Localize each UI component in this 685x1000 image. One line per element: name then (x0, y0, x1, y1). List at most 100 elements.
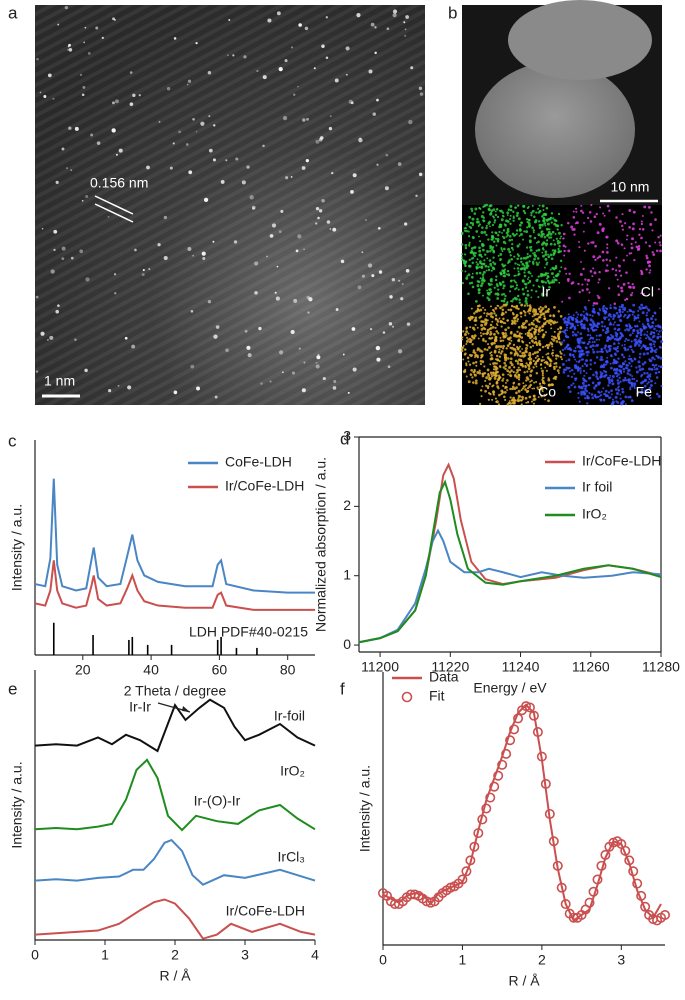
eds-dot (580, 336, 583, 340)
eds-dot (591, 314, 594, 317)
eds-dot (509, 331, 513, 335)
eds-dot (647, 260, 650, 264)
eds-dot (487, 378, 490, 381)
eds-dot (538, 315, 542, 319)
eds-dot (513, 366, 516, 369)
eds-dot (516, 360, 519, 363)
map-label: Ir (541, 284, 550, 300)
eds-dot (641, 362, 645, 366)
eds-dot (508, 370, 512, 374)
eds-dot (505, 356, 508, 359)
eds-dot (592, 255, 596, 259)
atom-dot (368, 69, 373, 74)
eds-dot (589, 363, 592, 366)
eds-dot (486, 289, 489, 292)
eds-dot (496, 304, 499, 307)
eds-dot (560, 235, 563, 238)
eds-dot (549, 218, 552, 221)
eds-dot (546, 352, 550, 355)
eds-dot (614, 371, 618, 375)
atom-dot (115, 99, 119, 104)
eds-dot (574, 349, 577, 353)
eds-dot (575, 360, 578, 363)
atom-dot (391, 277, 396, 282)
eds-dot (543, 266, 546, 269)
eds-dot (616, 347, 619, 350)
eds-dot (522, 382, 525, 385)
eds-dot (633, 258, 636, 262)
eds-dot (532, 231, 535, 234)
eds-dot (639, 342, 642, 345)
eds-dot (567, 279, 570, 283)
eds-dot (622, 308, 625, 311)
eds-dot (472, 236, 475, 240)
eds-dot (583, 326, 587, 330)
eds-dot (478, 402, 482, 406)
eds-dot (529, 345, 533, 349)
eds-dot (538, 220, 541, 223)
eds-dot (621, 224, 624, 228)
eds-dot (595, 375, 598, 378)
eds-dot (527, 270, 531, 274)
eds-dot (653, 327, 656, 331)
eds-dot (537, 296, 540, 299)
eds-dot (528, 355, 532, 359)
atom-dot (57, 23, 60, 26)
eds-dot (592, 267, 595, 270)
eds-dot (552, 314, 555, 317)
eds-dot (577, 392, 580, 395)
eds-dot (530, 214, 533, 217)
eds-dot (515, 391, 518, 395)
eds-dot (519, 311, 523, 315)
eds-dot (559, 326, 563, 330)
eds-dot (616, 401, 620, 404)
eds-dot (624, 360, 627, 363)
atom-dot (317, 216, 320, 220)
eds-dot (525, 362, 528, 365)
eds-dot (509, 279, 513, 283)
atom-dot (172, 142, 175, 145)
eds-dot (544, 273, 547, 276)
eds-dot (470, 355, 473, 358)
eds-dot (640, 346, 643, 349)
eds-dot (600, 390, 603, 393)
eds-dot (630, 310, 633, 313)
fit-marker (509, 724, 520, 735)
eds-dot (528, 329, 531, 332)
atom-dot (260, 382, 263, 385)
eds-dot (593, 271, 597, 275)
eds-dot (623, 247, 626, 250)
eds-dot (501, 250, 504, 253)
atom-dot (303, 248, 305, 251)
eds-dot (606, 356, 609, 359)
eds-dot (463, 229, 467, 232)
eds-dot (485, 315, 488, 317)
atom-dot (79, 73, 83, 77)
eds-dot (552, 280, 556, 284)
atom-dot (351, 327, 356, 331)
atom-dot (187, 79, 192, 83)
eds-dot (653, 349, 657, 352)
eds-dot (568, 352, 572, 356)
eds-dot (617, 314, 620, 317)
eds-dot (517, 270, 520, 273)
eds-dot (565, 359, 568, 362)
eds-dot (527, 310, 530, 313)
eds-dot (643, 384, 647, 388)
eds-dot (622, 259, 626, 262)
eds-dot (590, 241, 593, 244)
eds-dot (482, 337, 485, 341)
eds-dot (508, 234, 512, 238)
eds-dot (619, 220, 622, 223)
eds-dot (509, 214, 512, 217)
eds-dot (628, 339, 630, 342)
eds-dot (639, 331, 643, 334)
atom-dot (195, 130, 198, 133)
eds-dot (642, 292, 645, 296)
atom-dot (306, 117, 309, 121)
eds-dot (619, 319, 623, 323)
eds-dot (491, 371, 495, 375)
eds-dot (651, 349, 654, 352)
eds-dot (589, 313, 592, 317)
eds-dot (499, 283, 503, 286)
